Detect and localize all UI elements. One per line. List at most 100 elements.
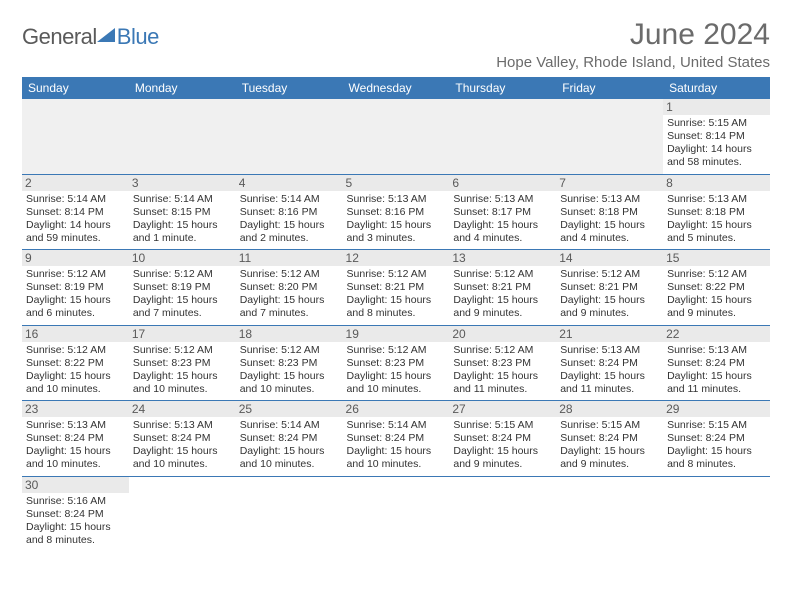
day-number: 2: [22, 175, 129, 191]
day-sunset: Sunset: 8:16 PM: [240, 206, 339, 219]
day-daylight: Daylight: 15 hours and 8 minutes.: [26, 521, 125, 547]
day-sunrise: Sunrise: 5:15 AM: [667, 419, 766, 432]
day-info: Sunrise: 5:12 AMSunset: 8:23 PMDaylight:…: [133, 344, 232, 397]
day-number: 13: [449, 250, 556, 266]
day-sunset: Sunset: 8:15 PM: [133, 206, 232, 219]
calendar-day-cell: 5Sunrise: 5:13 AMSunset: 8:16 PMDaylight…: [343, 174, 450, 250]
day-number: 3: [129, 175, 236, 191]
day-info: Sunrise: 5:13 AMSunset: 8:17 PMDaylight:…: [453, 193, 552, 246]
logo: General Blue: [22, 24, 159, 50]
calendar-day-cell: 13Sunrise: 5:12 AMSunset: 8:21 PMDayligh…: [449, 250, 556, 326]
calendar-week-row: 9Sunrise: 5:12 AMSunset: 8:19 PMDaylight…: [22, 250, 770, 326]
calendar-day-cell: 26Sunrise: 5:14 AMSunset: 8:24 PMDayligh…: [343, 401, 450, 477]
day-daylight: Daylight: 15 hours and 11 minutes.: [453, 370, 552, 396]
day-info: Sunrise: 5:12 AMSunset: 8:20 PMDaylight:…: [240, 268, 339, 321]
calendar-day-cell: 8Sunrise: 5:13 AMSunset: 8:18 PMDaylight…: [663, 174, 770, 250]
day-sunset: Sunset: 8:21 PM: [453, 281, 552, 294]
day-sunset: Sunset: 8:24 PM: [453, 432, 552, 445]
day-daylight: Daylight: 15 hours and 10 minutes.: [240, 445, 339, 471]
sail-icon: [97, 28, 115, 42]
calendar-week-row: 30Sunrise: 5:16 AMSunset: 8:24 PMDayligh…: [22, 476, 770, 551]
day-number: 29: [663, 401, 770, 417]
day-info: Sunrise: 5:14 AMSunset: 8:16 PMDaylight:…: [240, 193, 339, 246]
day-sunset: Sunset: 8:21 PM: [347, 281, 446, 294]
day-info: Sunrise: 5:13 AMSunset: 8:16 PMDaylight:…: [347, 193, 446, 246]
day-info: Sunrise: 5:13 AMSunset: 8:18 PMDaylight:…: [560, 193, 659, 246]
day-sunrise: Sunrise: 5:14 AM: [26, 193, 125, 206]
calendar-day-cell: 27Sunrise: 5:15 AMSunset: 8:24 PMDayligh…: [449, 401, 556, 477]
day-sunrise: Sunrise: 5:14 AM: [133, 193, 232, 206]
day-info: Sunrise: 5:14 AMSunset: 8:15 PMDaylight:…: [133, 193, 232, 246]
calendar-day-cell: 15Sunrise: 5:12 AMSunset: 8:22 PMDayligh…: [663, 250, 770, 326]
day-sunset: Sunset: 8:24 PM: [240, 432, 339, 445]
day-sunrise: Sunrise: 5:13 AM: [26, 419, 125, 432]
day-daylight: Daylight: 15 hours and 9 minutes.: [667, 294, 766, 320]
day-daylight: Daylight: 15 hours and 9 minutes.: [560, 445, 659, 471]
day-daylight: Daylight: 14 hours and 59 minutes.: [26, 219, 125, 245]
logo-word-2: Blue: [117, 24, 159, 50]
day-daylight: Daylight: 15 hours and 3 minutes.: [347, 219, 446, 245]
day-number: 11: [236, 250, 343, 266]
day-number: 1: [663, 99, 770, 115]
day-sunrise: Sunrise: 5:12 AM: [133, 344, 232, 357]
day-sunrise: Sunrise: 5:12 AM: [667, 268, 766, 281]
calendar-body: 1Sunrise: 5:15 AMSunset: 8:14 PMDaylight…: [22, 99, 770, 551]
day-sunset: Sunset: 8:24 PM: [26, 432, 125, 445]
day-info: Sunrise: 5:15 AMSunset: 8:24 PMDaylight:…: [453, 419, 552, 472]
day-number: 12: [343, 250, 450, 266]
title-block: June 2024 Hope Valley, Rhode Island, Uni…: [496, 18, 770, 71]
day-sunset: Sunset: 8:21 PM: [560, 281, 659, 294]
day-daylight: Daylight: 15 hours and 4 minutes.: [453, 219, 552, 245]
day-info: Sunrise: 5:14 AMSunset: 8:14 PMDaylight:…: [26, 193, 125, 246]
day-sunset: Sunset: 8:17 PM: [453, 206, 552, 219]
calendar-day-cell: 23Sunrise: 5:13 AMSunset: 8:24 PMDayligh…: [22, 401, 129, 477]
day-daylight: Daylight: 15 hours and 10 minutes.: [347, 370, 446, 396]
calendar-day-cell: 3 Sunrise: 5:14 AMSunset: 8:15 PMDaylight…: [129, 174, 236, 250]
day-daylight: Daylight: 15 hours and 11 minutes.: [667, 370, 766, 396]
day-number: 16: [22, 326, 129, 342]
page-header: General Blue June 2024 Hope Valley, Rhod…: [22, 18, 770, 71]
day-daylight: Daylight: 15 hours and 6 minutes.: [26, 294, 125, 320]
day-daylight: Daylight: 14 hours and 58 minutes.: [667, 143, 766, 169]
day-sunrise: Sunrise: 5:13 AM: [560, 193, 659, 206]
calendar-day-cell: 20Sunrise: 5:12 AMSunset: 8:23 PMDayligh…: [449, 325, 556, 401]
day-number: 19: [343, 326, 450, 342]
weekday-header: Sunday: [22, 77, 129, 99]
calendar-empty-cell: [556, 99, 663, 174]
calendar-empty-cell: [663, 476, 770, 551]
day-daylight: Daylight: 15 hours and 9 minutes.: [560, 294, 659, 320]
day-info: Sunrise: 5:14 AMSunset: 8:24 PMDaylight:…: [240, 419, 339, 472]
day-daylight: Daylight: 15 hours and 10 minutes.: [133, 370, 232, 396]
weekday-header: Wednesday: [343, 77, 450, 99]
day-number: 4: [236, 175, 343, 191]
day-info: Sunrise: 5:13 AMSunset: 8:24 PMDaylight:…: [26, 419, 125, 472]
day-number: 22: [663, 326, 770, 342]
day-number: 21: [556, 326, 663, 342]
day-sunrise: Sunrise: 5:12 AM: [240, 344, 339, 357]
calendar-empty-cell: [22, 99, 129, 174]
day-number: 25: [236, 401, 343, 417]
day-sunset: Sunset: 8:23 PM: [347, 357, 446, 370]
day-daylight: Daylight: 15 hours and 1 minute.: [133, 219, 232, 245]
day-daylight: Daylight: 15 hours and 4 minutes.: [560, 219, 659, 245]
day-info: Sunrise: 5:13 AMSunset: 8:24 PMDaylight:…: [667, 344, 766, 397]
weekday-header: Thursday: [449, 77, 556, 99]
calendar-day-cell: 19Sunrise: 5:12 AMSunset: 8:23 PMDayligh…: [343, 325, 450, 401]
day-info: Sunrise: 5:12 AMSunset: 8:21 PMDaylight:…: [560, 268, 659, 321]
day-sunrise: Sunrise: 5:12 AM: [133, 268, 232, 281]
day-number: 9: [22, 250, 129, 266]
calendar-empty-cell: [236, 476, 343, 551]
day-info: Sunrise: 5:12 AMSunset: 8:22 PMDaylight:…: [667, 268, 766, 321]
day-sunset: Sunset: 8:14 PM: [26, 206, 125, 219]
day-info: Sunrise: 5:14 AMSunset: 8:24 PMDaylight:…: [347, 419, 446, 472]
day-info: Sunrise: 5:12 AMSunset: 8:22 PMDaylight:…: [26, 344, 125, 397]
calendar-day-cell: 16 Sunrise: 5:12 AMSunset: 8:22 PMDayligh…: [22, 325, 129, 401]
day-info: Sunrise: 5:15 AMSunset: 8:14 PMDaylight:…: [667, 117, 766, 170]
day-sunrise: Sunrise: 5:15 AM: [667, 117, 766, 130]
calendar-day-cell: 22 Sunrise: 5:13 AMSunset: 8:24 PMDayligh…: [663, 325, 770, 401]
day-info: Sunrise: 5:12 AMSunset: 8:23 PMDaylight:…: [453, 344, 552, 397]
day-sunrise: Sunrise: 5:14 AM: [347, 419, 446, 432]
day-sunrise: Sunrise: 5:12 AM: [453, 268, 552, 281]
calendar-day-cell: 1 Sunrise: 5:15 AMSunset: 8:14 PMDaylight…: [663, 99, 770, 174]
day-sunset: Sunset: 8:22 PM: [667, 281, 766, 294]
